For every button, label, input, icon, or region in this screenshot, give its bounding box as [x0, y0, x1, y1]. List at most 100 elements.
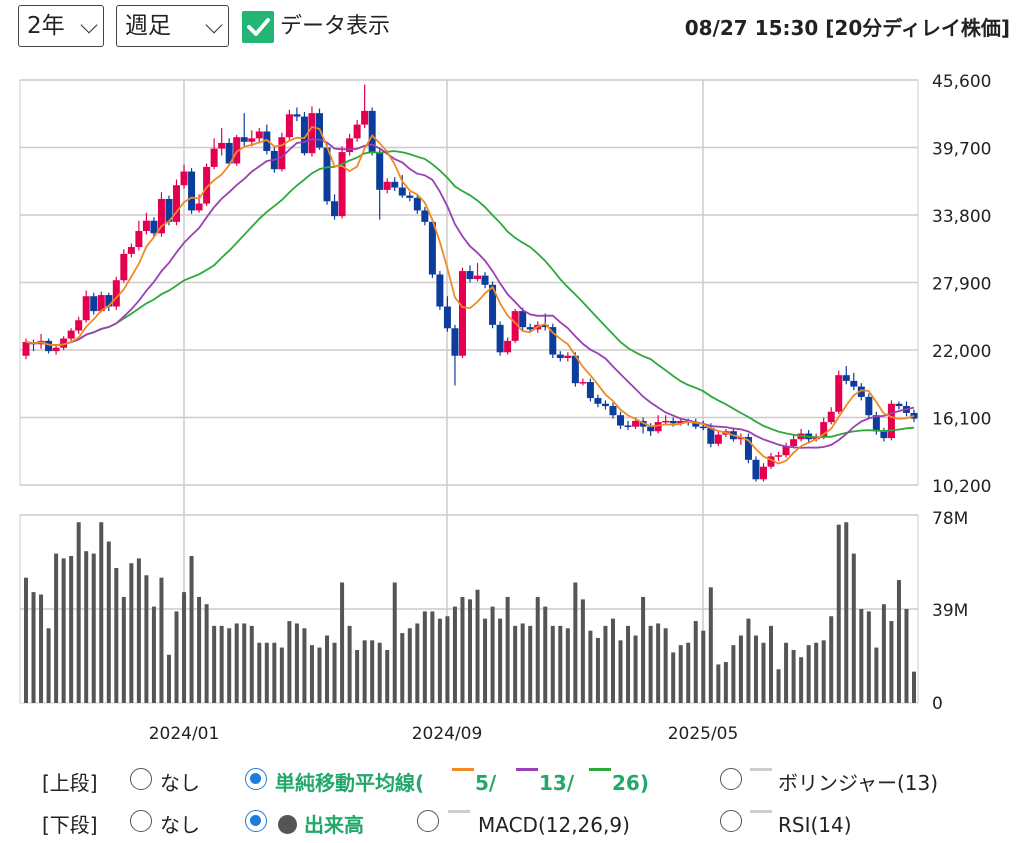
volume-bar	[565, 628, 570, 703]
volume-bar	[227, 628, 232, 703]
candle-body-down	[496, 324, 504, 353]
volume-bar	[121, 596, 126, 703]
candle-body-up	[338, 152, 346, 217]
candle-body-up	[504, 340, 512, 353]
lower-none-radio[interactable]	[130, 810, 152, 832]
candle-body-up	[180, 171, 188, 186]
volume-bar	[648, 625, 653, 703]
candle-body-up	[22, 341, 30, 356]
candle-body-up	[353, 124, 361, 139]
volume-bar	[437, 618, 442, 703]
volume-bar	[844, 522, 849, 703]
candle-body-up	[827, 411, 835, 423]
volume-bar	[264, 642, 269, 703]
volume-bar	[272, 642, 277, 703]
candle-body-up	[120, 253, 128, 281]
candle-body-down	[263, 131, 271, 151]
price-tick-label: 16,100	[932, 410, 991, 430]
volume-bar	[626, 625, 631, 703]
candle-body-up	[135, 231, 143, 248]
candle-body-up	[790, 439, 798, 447]
macd-swatch	[448, 810, 470, 813]
volume-bar	[580, 599, 585, 703]
candle-body-down	[413, 197, 421, 211]
data-display-label[interactable]: データ表示	[280, 14, 391, 39]
rsi-radio[interactable]	[720, 810, 742, 832]
volume-bar	[866, 611, 871, 703]
candle-body-down	[323, 147, 331, 202]
candle-body-up	[579, 382, 587, 384]
macd-radio[interactable]	[417, 810, 439, 832]
candle-body-up	[564, 355, 572, 359]
volume-bar	[189, 555, 194, 703]
upper-none-label: なし	[160, 771, 200, 795]
bollinger-radio[interactable]	[720, 768, 742, 790]
candle-body-down	[481, 275, 489, 285]
axis-labels: 45,600 39,700 33,800 27,900 22,000 16,100 10,2…	[149, 72, 992, 744]
time-tick-label: 2024/01	[149, 724, 220, 744]
candle-body-down	[880, 431, 888, 439]
data-display-checkbox[interactable]	[242, 11, 274, 43]
volume-bar	[904, 609, 909, 703]
candle-body-down	[443, 306, 451, 329]
stock-chart[interactable]: 45,600 39,700 33,800 27,900 22,000 16,100 10,2…	[0, 0, 1024, 760]
volume-radio[interactable]	[245, 810, 267, 832]
candle-body-down	[406, 195, 414, 198]
volume-bar	[520, 623, 525, 703]
volume-bar	[370, 640, 375, 703]
volume-bar	[498, 618, 503, 703]
volume-bar	[912, 671, 916, 703]
volume-bar	[54, 553, 59, 703]
candle-body-up	[361, 110, 369, 125]
volume-bar	[61, 558, 66, 703]
candle-body-down	[624, 425, 632, 428]
candle-body-up	[677, 420, 685, 424]
candle-body-down	[699, 426, 707, 429]
volume-bar	[31, 592, 36, 703]
candle-body-up	[654, 422, 662, 432]
candle-body-up	[767, 456, 775, 467]
sma-radio[interactable]	[245, 768, 267, 790]
volume-bar	[91, 553, 96, 703]
candle-body-up	[278, 137, 286, 170]
ma13-swatch	[516, 768, 538, 771]
candle-body-down	[165, 198, 173, 222]
candle-body-up	[60, 338, 68, 348]
volume-bar	[114, 568, 119, 703]
candle-body-up	[820, 422, 828, 437]
volume-bar	[166, 654, 171, 703]
upper-none-radio[interactable]	[130, 768, 152, 790]
macd-label: MACD(12,26,9)	[478, 813, 630, 837]
volume-bar	[151, 606, 156, 703]
volume-bar	[242, 623, 247, 703]
volume-bar	[69, 555, 74, 703]
candle-body-up	[112, 280, 120, 307]
candle-body-down	[519, 311, 527, 328]
volume-bar	[317, 647, 322, 703]
candle-body-down	[744, 436, 752, 460]
time-tick-label: 2025/05	[668, 724, 739, 744]
interval-select[interactable]: 週足	[116, 5, 229, 47]
volume-bar	[731, 645, 736, 703]
sma-5-line	[25, 125, 915, 465]
candle-body-down	[549, 327, 557, 355]
volume-bar	[182, 592, 187, 703]
candle-body-up	[285, 114, 293, 138]
sma-26-label: 26)	[612, 771, 649, 795]
volume-bar	[468, 599, 472, 703]
candle-body-up	[173, 185, 181, 222]
volume-bar	[784, 642, 789, 703]
candle-body-down	[376, 152, 384, 190]
candle-body-down	[150, 220, 158, 234]
candle-body-up	[203, 166, 211, 204]
volume-bar	[814, 642, 819, 703]
period-select[interactable]: 2年	[18, 5, 104, 47]
volume-bar	[829, 616, 834, 703]
volume-bar	[528, 625, 533, 703]
volume-bar	[144, 575, 149, 703]
volume-bar	[39, 594, 44, 703]
candle-body-down	[466, 271, 474, 280]
candle-body-down	[601, 403, 609, 407]
candle-body-up	[775, 455, 783, 457]
lower-label: [下段]	[42, 813, 98, 837]
